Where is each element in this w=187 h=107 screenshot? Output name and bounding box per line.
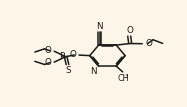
Text: O: O [126, 26, 133, 35]
Text: P: P [59, 52, 64, 61]
Text: CH: CH [117, 74, 129, 83]
Text: O: O [69, 50, 76, 59]
Text: N: N [96, 22, 103, 31]
Text: 3: 3 [125, 74, 128, 79]
Text: O: O [145, 39, 152, 48]
Text: N: N [90, 67, 96, 76]
Text: O: O [45, 46, 51, 55]
Text: O: O [45, 58, 51, 67]
Text: S: S [65, 66, 71, 75]
